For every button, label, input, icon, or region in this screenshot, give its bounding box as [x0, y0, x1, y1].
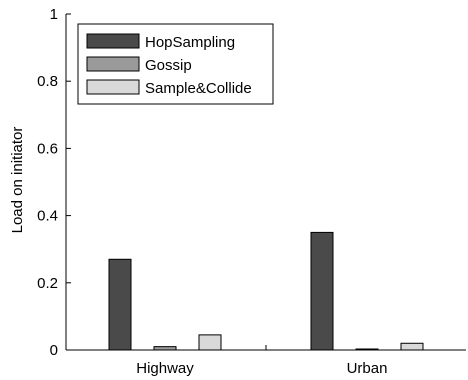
- bar-gossip-highway: [153, 346, 177, 351]
- bar-sample-collide-urban: [400, 342, 424, 351]
- legend-label: HopSampling: [145, 34, 235, 51]
- y-tick-label: 0.6: [37, 140, 58, 157]
- y-tick-label: 0: [50, 342, 58, 359]
- legend: HopSampling Gossip Sample&Collide: [77, 23, 274, 105]
- x-tick-label: Highway: [136, 360, 194, 377]
- bars-group: [108, 231, 424, 351]
- bar-hopsampling-urban: [310, 231, 334, 351]
- y-ticks-group: 0 0.2 0.4 0.6 0.8 1: [37, 6, 71, 359]
- x-tick-label: Urban: [347, 360, 388, 377]
- legend-swatch: [86, 79, 140, 95]
- legend-swatch: [86, 33, 140, 49]
- y-tick-label: 1: [50, 6, 58, 23]
- x-ticks-group: Highway Urban: [136, 345, 387, 377]
- y-tick-label: 0.2: [37, 275, 58, 292]
- legend-label: Gossip: [145, 57, 192, 74]
- y-tick-label: 0.4: [37, 208, 58, 225]
- y-axis-label: Load on initiator: [9, 127, 26, 234]
- legend-label: Sample&Collide: [145, 80, 252, 97]
- bar-sample-collide-highway: [198, 334, 222, 351]
- y-tick-label: 0.8: [37, 73, 58, 90]
- legend-swatch: [86, 56, 140, 72]
- bar-hopsampling-highway: [108, 258, 132, 351]
